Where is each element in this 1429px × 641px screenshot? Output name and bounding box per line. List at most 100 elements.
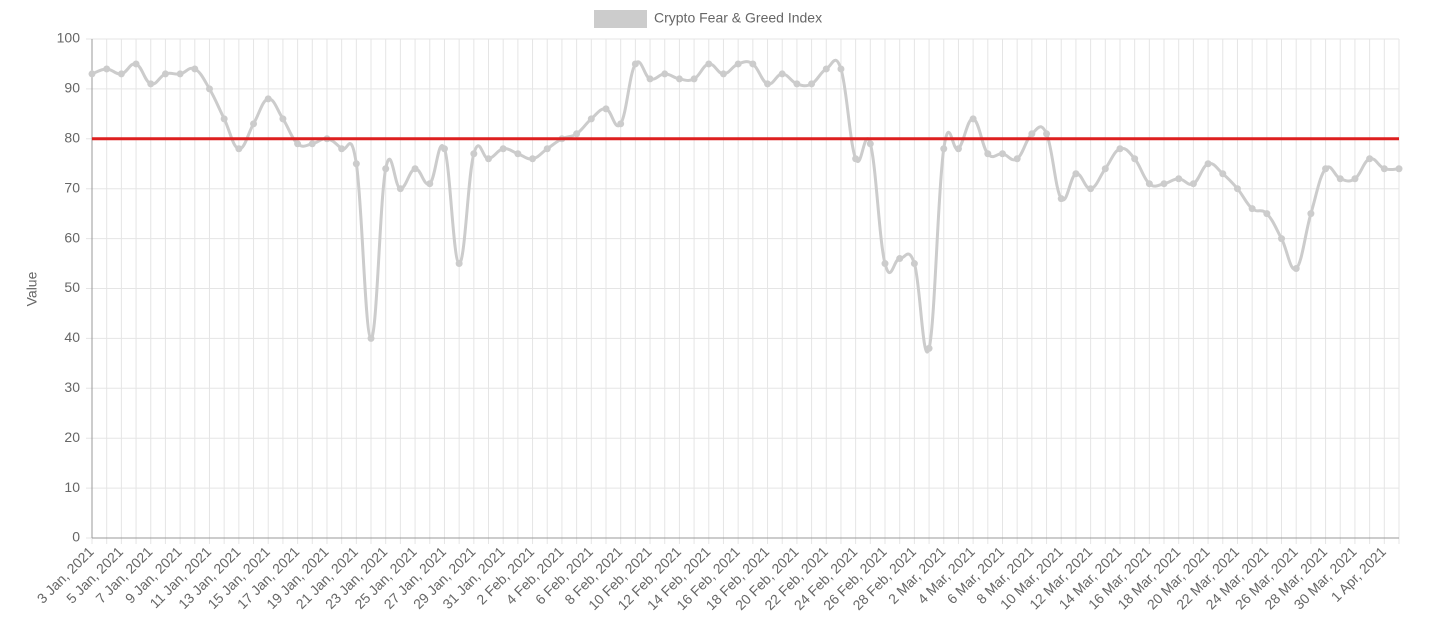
data-point: [1292, 265, 1300, 273]
data-point: [191, 65, 199, 73]
y-axis-title: Value: [24, 271, 40, 306]
data-point: [866, 140, 874, 148]
data-point: [969, 115, 977, 123]
data-point: [161, 70, 169, 78]
y-tick-label: 10: [64, 479, 80, 495]
legend-swatch[interactable]: [594, 10, 647, 28]
data-point: [749, 60, 757, 68]
y-tick-label: 0: [72, 529, 80, 545]
data-point: [147, 80, 155, 88]
y-tick-label: 50: [64, 279, 80, 295]
data-point: [896, 255, 904, 263]
data-point: [646, 75, 654, 83]
data-point: [734, 60, 742, 68]
data-point: [264, 95, 272, 103]
data-point: [1101, 165, 1109, 173]
data-point: [529, 155, 537, 163]
data-point: [1248, 205, 1256, 213]
data-point: [631, 60, 639, 68]
data-point: [661, 70, 669, 78]
data-point: [1028, 130, 1036, 138]
data-point: [1072, 170, 1080, 178]
data-point: [1336, 175, 1344, 183]
data-point: [984, 150, 992, 158]
data-point: [440, 145, 448, 153]
data-point: [1233, 185, 1241, 193]
data-point: [1395, 165, 1403, 173]
data-point: [470, 150, 478, 158]
data-point: [455, 260, 463, 268]
data-point: [602, 105, 610, 113]
data-point: [925, 344, 933, 352]
data-point: [998, 150, 1006, 158]
data-point: [1116, 145, 1124, 153]
data-point: [426, 180, 434, 188]
data-line: [91, 58, 1400, 354]
data-point: [132, 60, 140, 68]
data-point: [294, 140, 302, 148]
data-point: [1351, 175, 1359, 183]
y-tick-label: 80: [64, 130, 80, 146]
data-point: [499, 145, 507, 153]
y-tick-label: 60: [64, 229, 80, 245]
data-point: [1380, 165, 1388, 173]
data-point: [837, 65, 845, 73]
data-point: [1013, 155, 1021, 163]
y-tick-label: 90: [64, 80, 80, 96]
data-point: [88, 70, 96, 78]
data-point: [1219, 170, 1227, 178]
data-point: [822, 65, 830, 73]
y-tick-label: 20: [64, 429, 80, 445]
y-tick-label: 70: [64, 179, 80, 195]
data-point: [940, 145, 948, 153]
data-point: [705, 60, 713, 68]
data-point: [1204, 160, 1212, 168]
data-point: [954, 145, 962, 153]
data-point: [910, 260, 918, 268]
data-point: [852, 155, 860, 163]
data-point: [411, 165, 419, 173]
data-point: [764, 80, 772, 88]
data-point: [690, 75, 698, 83]
data-point: [719, 70, 727, 78]
data-point: [617, 120, 625, 128]
data-point: [1057, 195, 1065, 203]
data-point: [338, 145, 346, 153]
legend-label[interactable]: Crypto Fear & Greed Index: [654, 10, 822, 26]
data-point: [808, 80, 816, 88]
data-point: [1307, 210, 1315, 218]
data-point: [279, 115, 287, 123]
data-point: [382, 165, 390, 173]
data-point: [235, 145, 243, 153]
data-point: [1043, 130, 1051, 138]
data-point: [117, 70, 125, 78]
data-point: [250, 120, 258, 128]
data-point: [205, 85, 213, 93]
data-point: [778, 70, 786, 78]
data-point: [1366, 155, 1374, 163]
data-point: [675, 75, 683, 83]
data-point: [881, 260, 889, 268]
data-point: [103, 65, 111, 73]
data-point: [1087, 185, 1095, 193]
data-point: [396, 185, 404, 193]
data-point: [573, 130, 581, 138]
data-point: [220, 115, 228, 123]
y-tick-label: 100: [57, 30, 81, 46]
data-point: [587, 115, 595, 123]
data-point: [1131, 155, 1139, 163]
y-tick-label: 30: [64, 379, 80, 395]
y-tick-label: 40: [64, 329, 80, 345]
data-point: [1189, 180, 1197, 188]
data-point: [1160, 180, 1168, 188]
data-point: [1175, 175, 1183, 183]
data-point: [514, 150, 522, 158]
data-point: [543, 145, 551, 153]
data-point: [1263, 210, 1271, 218]
data-point: [1278, 235, 1286, 243]
data-point: [367, 334, 375, 342]
data-point: [793, 80, 801, 88]
data-point: [176, 70, 184, 78]
data-point: [1145, 180, 1153, 188]
